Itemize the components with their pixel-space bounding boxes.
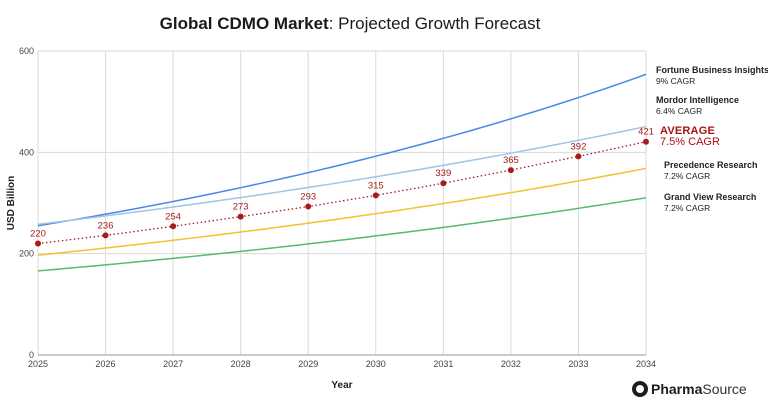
- y-axis-label: USD Billion: [6, 176, 17, 230]
- y-tick-400: 400: [19, 147, 34, 157]
- average-point-2025: [35, 240, 41, 247]
- legend-grandview-name: Grand View Research: [664, 192, 757, 202]
- average-point-2031: [440, 180, 447, 187]
- average-label-2030: 315: [368, 180, 384, 191]
- legend-mordor-cagr: 6.4% CAGR: [656, 106, 703, 116]
- legend-average-cagr: 7.5% CAGR: [660, 136, 720, 148]
- series-line-prec: [37, 167, 647, 256]
- chart-title: Global CDMO Market: Projected Growth For…: [0, 14, 700, 34]
- average-point-2026: [102, 232, 109, 239]
- average-point-2034: [643, 138, 649, 145]
- x-tick-2028: 2028: [231, 359, 251, 369]
- average-point-2028: [237, 213, 244, 220]
- average-label-2029: 293: [300, 192, 316, 203]
- x-tick-2027: 2027: [163, 359, 183, 369]
- average-point-2029: [305, 203, 312, 210]
- legend-precedence-cagr: 7.2% CAGR: [664, 171, 711, 181]
- legend-mordor-name: Mordor Intelligence: [656, 95, 740, 105]
- x-tick-2031: 2031: [433, 359, 453, 369]
- legend-average: AVERAGE 7.5% CAGR: [660, 126, 768, 148]
- x-axis-label: Year: [331, 380, 352, 391]
- brand-word-1: Pharma: [651, 381, 703, 397]
- series-line-fbi: [37, 73, 647, 227]
- y-tick-200: 200: [19, 249, 34, 259]
- x-tick-2030: 2030: [366, 359, 386, 369]
- y-tick-600: 600: [19, 46, 34, 56]
- legend-grandview: Grand View Research 7.2% CAGR: [664, 192, 768, 214]
- average-label-2034: 421: [638, 127, 654, 138]
- legend-fortune-name: Fortune Business Insights: [656, 65, 768, 75]
- chart-title-rest: : Projected Growth Forecast: [328, 14, 541, 33]
- legend-precedence-name: Precedence Research: [664, 160, 758, 170]
- x-tick-2032: 2032: [501, 359, 521, 369]
- average-label-2033: 392: [571, 141, 587, 152]
- x-tick-2033: 2033: [568, 359, 588, 369]
- legend-average-name: AVERAGE: [660, 125, 715, 137]
- average-point-2030: [372, 192, 379, 199]
- x-tick-2025: 2025: [28, 359, 48, 369]
- x-tick-2029: 2029: [298, 359, 318, 369]
- chart-title-bold: Global CDMO Market: [159, 14, 329, 33]
- legend-grandview-cagr: 7.2% CAGR: [664, 203, 711, 213]
- series-line-gvr: [37, 197, 647, 272]
- brand-logo: Pharma Source: [632, 380, 747, 398]
- legend-fortune-cagr: 9% CAGR: [656, 76, 696, 86]
- average-label-2026: 236: [98, 220, 114, 231]
- series-line-average: [37, 141, 647, 245]
- average-label-2025: 220: [30, 229, 46, 240]
- average-label-2027: 254: [165, 211, 181, 222]
- average-label-2032: 365: [503, 155, 519, 166]
- y-tick-0: 0: [29, 350, 34, 360]
- legend-fortune: Fortune Business Insights 9% CAGR: [656, 65, 768, 87]
- average-point-2033: [575, 153, 582, 160]
- average-point-2032: [507, 167, 514, 174]
- average-point-2027: [170, 223, 177, 230]
- series-line-mordor: [37, 125, 647, 226]
- x-tick-2034: 2034: [636, 359, 656, 369]
- legend-mordor: Mordor Intelligence 6.4% CAGR: [656, 95, 768, 117]
- average-label-2028: 273: [233, 202, 249, 213]
- brand-mark-icon: [632, 381, 648, 397]
- brand-word-2: Source: [702, 381, 747, 397]
- average-label-2031: 339: [435, 168, 451, 179]
- x-tick-2026: 2026: [96, 359, 116, 369]
- legend-precedence: Precedence Research 7.2% CAGR: [664, 160, 768, 182]
